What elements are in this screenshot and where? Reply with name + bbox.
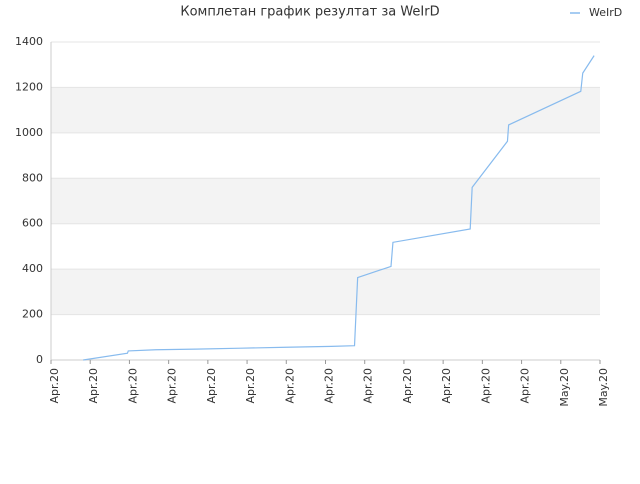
chart-title: Комплетан график резултат за WeIrD — [180, 5, 439, 20]
y-tick-label: 1200 — [15, 80, 43, 93]
x-tick-label: May.20 — [597, 368, 610, 407]
y-tick-label: 0 — [36, 353, 43, 366]
y-tick-label: 1400 — [15, 35, 43, 48]
x-tick-label: Apr.20 — [126, 368, 139, 404]
y-tick-label: 400 — [22, 262, 43, 275]
x-tick-label: Apr.20 — [479, 368, 492, 404]
x-tick-label: Apr.20 — [205, 368, 218, 404]
grid-band — [51, 87, 600, 133]
grid-band — [51, 178, 600, 224]
x-tick-label: Apr.20 — [362, 368, 375, 404]
y-tick-label: 1000 — [15, 126, 43, 139]
x-tick-label: Apr.20 — [244, 368, 257, 404]
x-tick-label: Apr.20 — [48, 368, 61, 404]
y-tick-label: 200 — [22, 308, 43, 321]
x-tick-label: Apr.20 — [440, 368, 453, 404]
x-tick-label: Apr.20 — [87, 368, 100, 404]
x-tick-label: Apr.20 — [401, 368, 414, 404]
x-tick-label: Apr.20 — [519, 368, 532, 404]
x-tick-label: Apr.20 — [323, 368, 336, 404]
x-tick-label: Apr.20 — [166, 368, 179, 404]
x-tick-label: May.20 — [558, 368, 571, 407]
x-tick-label: Apr.20 — [283, 368, 296, 404]
series-line — [83, 55, 595, 361]
y-tick-label: 600 — [22, 217, 43, 230]
y-tick-label: 800 — [22, 171, 43, 184]
legend-label: WeIrD — [589, 6, 622, 19]
grid-band — [51, 269, 600, 315]
